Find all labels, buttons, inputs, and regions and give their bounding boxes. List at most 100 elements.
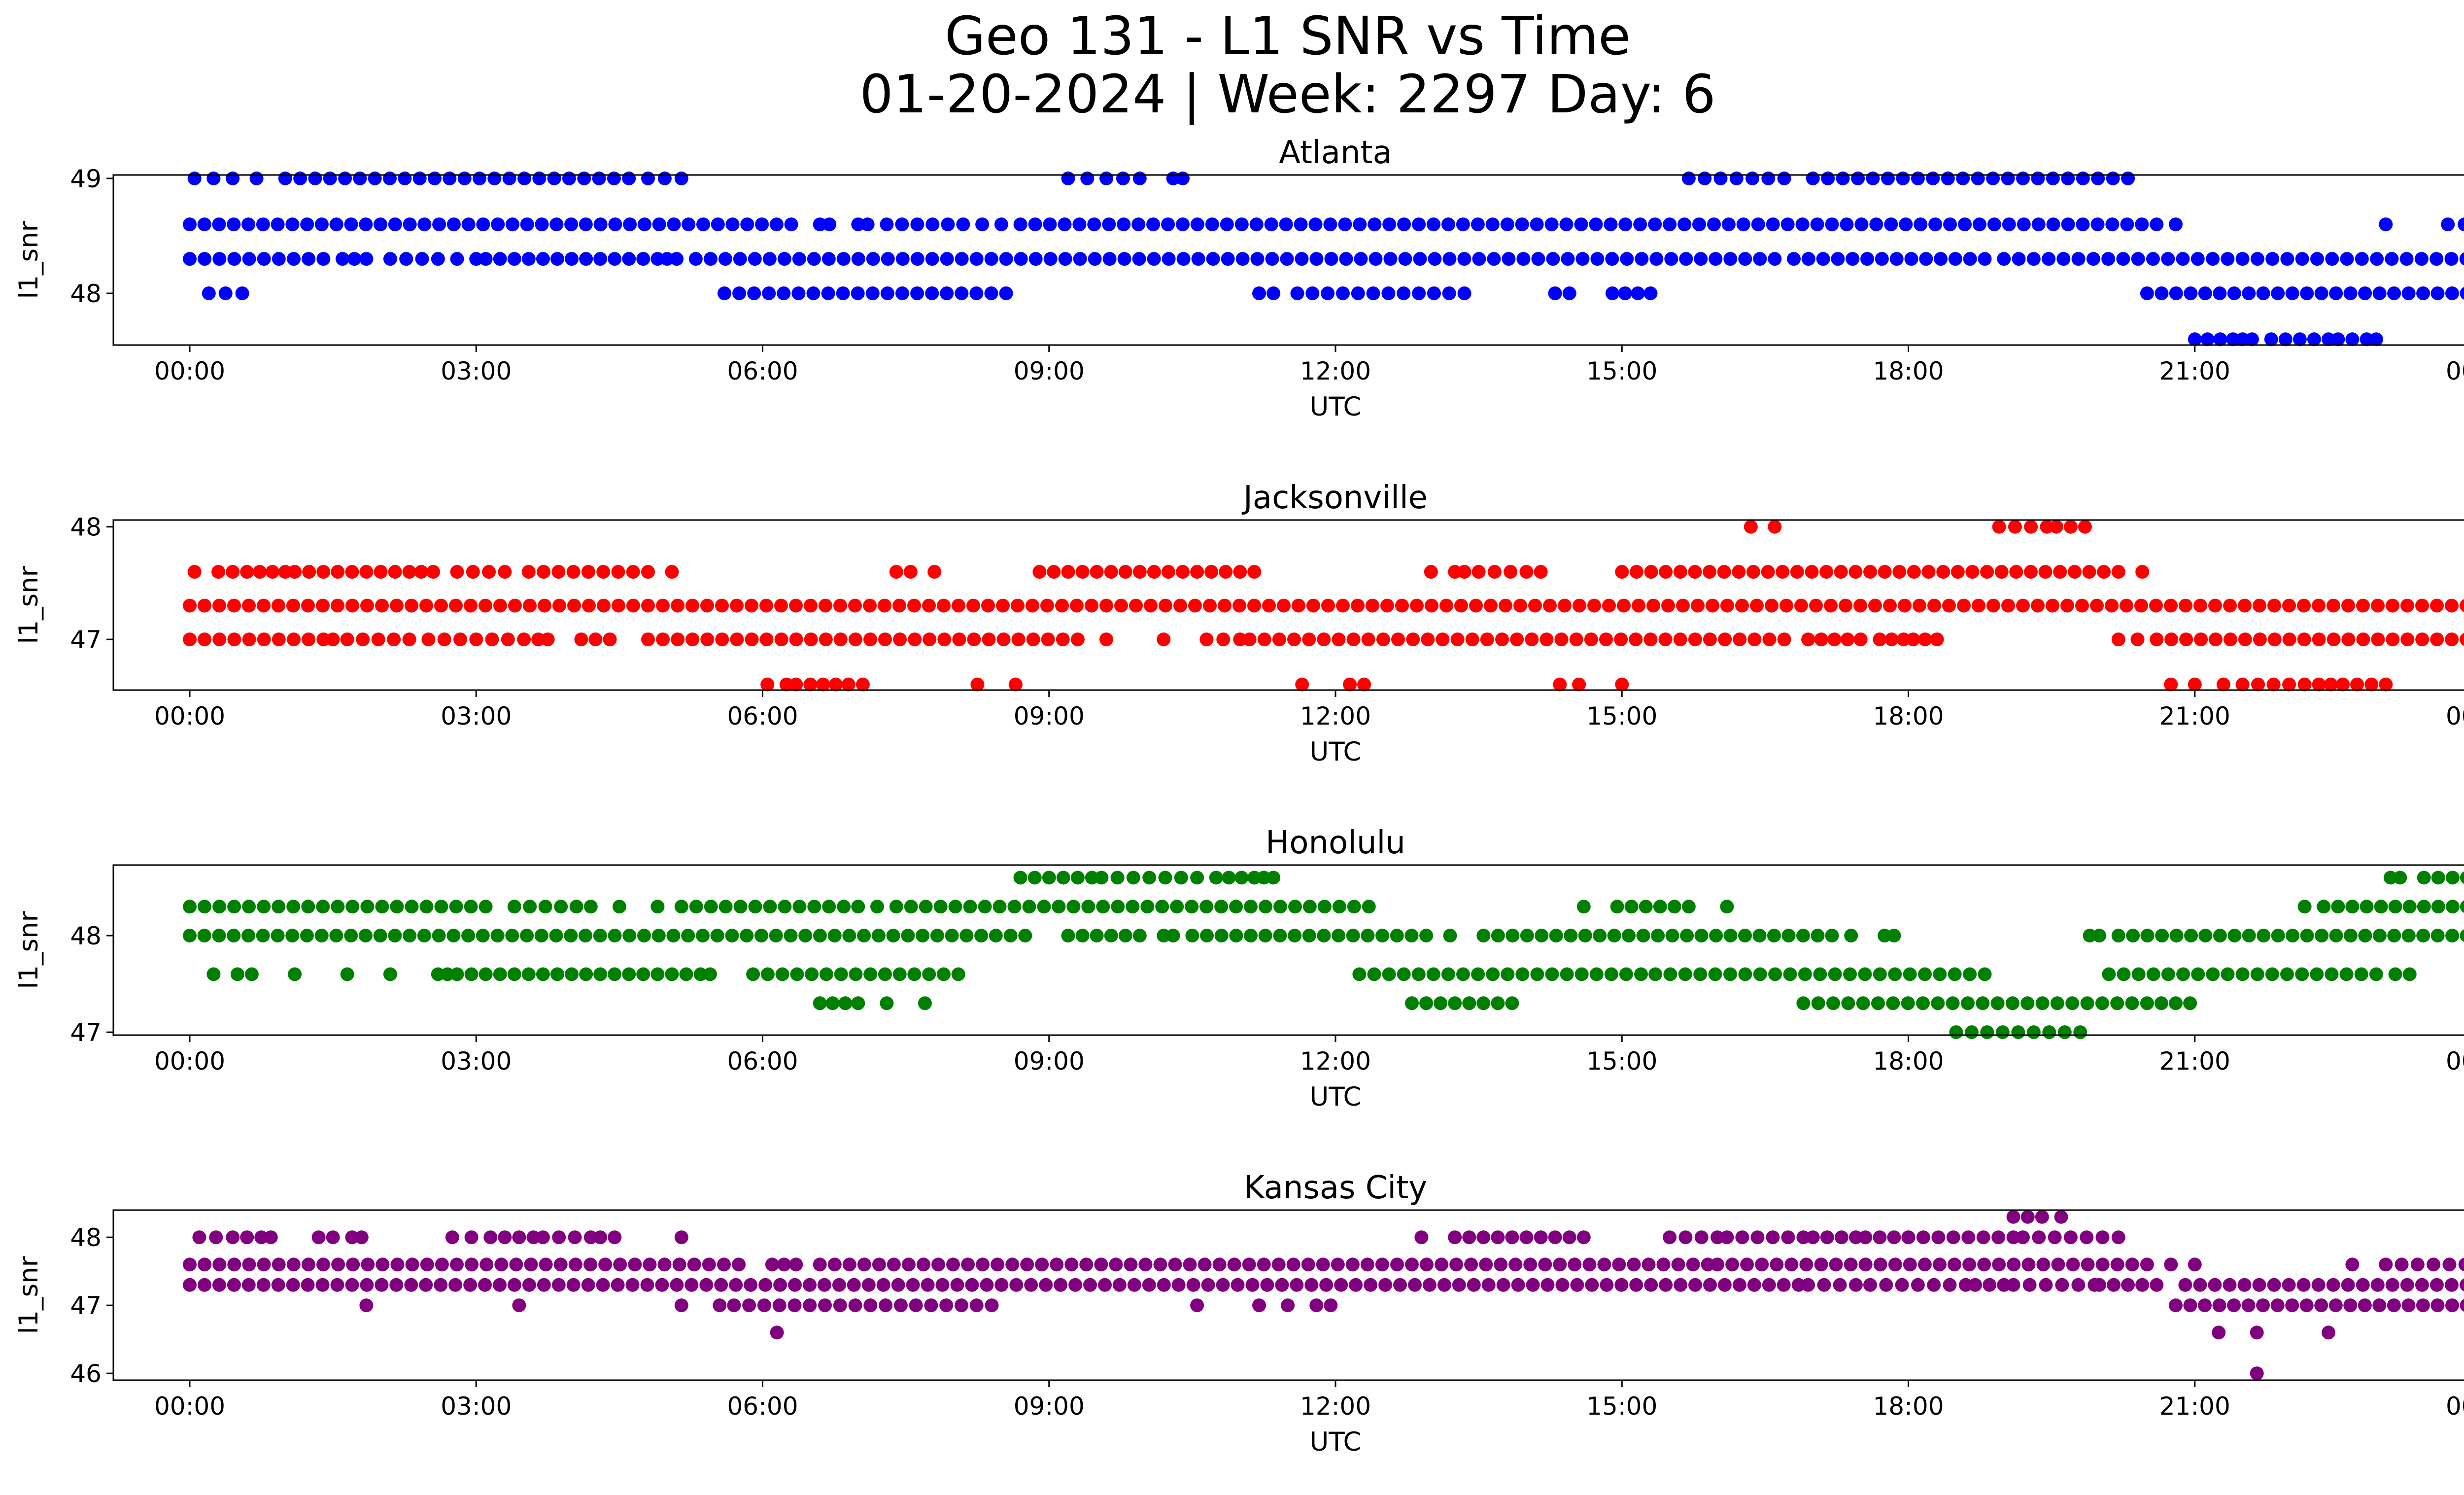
data-point: [2036, 1257, 2051, 1272]
data-point: [552, 598, 566, 613]
data-point: [517, 632, 531, 647]
data-point: [1801, 632, 1815, 647]
data-point: [1357, 677, 1371, 692]
data-point: [598, 1257, 613, 1272]
data-point: [1229, 900, 1243, 914]
data-point: [286, 900, 301, 914]
data-point: [1132, 565, 1147, 579]
data-point: [1589, 967, 1604, 981]
data-point: [747, 286, 761, 301]
data-point: [1216, 1278, 1230, 1292]
data-point: [807, 900, 821, 914]
data-point: [1761, 172, 1776, 185]
data-point: [847, 1278, 861, 1292]
data-point: [314, 217, 329, 232]
data-point: [593, 217, 608, 232]
data-point: [1829, 1257, 1843, 1272]
data-point: [1456, 217, 1470, 232]
data-point: [2295, 252, 2309, 266]
data-point: [2297, 677, 2312, 692]
data-point: [657, 172, 672, 185]
data-point: [2111, 565, 2125, 579]
x-tick-label: 21:00: [2159, 1392, 2230, 1421]
data-point: [1787, 252, 1801, 266]
data-point: [2056, 252, 2071, 266]
data-point: [763, 900, 777, 914]
data-point: [1457, 286, 1472, 301]
data-point: [2282, 598, 2296, 613]
data-point: [2341, 632, 2356, 647]
data-point: [757, 1298, 771, 1313]
data-point: [985, 1298, 999, 1313]
data-point: [611, 1278, 625, 1292]
data-point: [1040, 598, 1054, 613]
data-point: [816, 677, 830, 692]
data-point: [1736, 217, 1750, 232]
data-point: [2117, 967, 2131, 981]
data-point: [1427, 286, 1441, 301]
data-point: [1720, 598, 1734, 613]
data-point: [1928, 217, 1943, 232]
data-point: [1471, 217, 1485, 232]
data-point: [2071, 1278, 2086, 1292]
data-point: [745, 598, 758, 613]
data-point: [745, 632, 759, 647]
data-point: [2169, 929, 2184, 943]
data-point: [952, 632, 966, 647]
data-point: [2095, 1230, 2110, 1245]
x-tick-label: 03:00: [441, 702, 512, 730]
data-point: [1200, 929, 1214, 943]
data-point: [1302, 929, 1316, 943]
data-point: [375, 598, 389, 613]
data-point: [1814, 1257, 1828, 1272]
data-point: [1820, 1230, 1834, 1245]
data-point: [2245, 332, 2259, 347]
data-point: [2178, 1278, 2192, 1292]
x-tick-label: 00:00: [154, 1392, 225, 1421]
data-point: [2285, 1298, 2299, 1313]
data-point: [2001, 172, 2015, 185]
data-point: [1824, 598, 1838, 613]
data-point: [2356, 632, 2370, 647]
data-point: [1222, 870, 1236, 885]
data-point: [1515, 967, 1530, 981]
data-point: [316, 1257, 330, 1272]
data-point: [961, 1257, 975, 1272]
data-point: [1946, 1230, 1960, 1245]
data-point: [2415, 598, 2429, 613]
data-point: [1008, 677, 1023, 692]
data-point: [652, 217, 666, 232]
data-point: [2008, 520, 2022, 534]
data-point: [1627, 1257, 1641, 1272]
data-point: [1332, 900, 1346, 914]
data-point: [1070, 870, 1085, 885]
data-point: [1659, 1278, 1673, 1292]
data-point: [1810, 217, 1824, 232]
data-point: [891, 1278, 905, 1292]
data-point: [1380, 598, 1394, 613]
data-point: [253, 565, 267, 579]
data-point: [1688, 1278, 1702, 1292]
data-point: [2364, 677, 2379, 692]
data-point: [583, 1230, 598, 1245]
data-point: [608, 217, 622, 232]
data-point: [1794, 598, 1808, 613]
data-point: [479, 1257, 494, 1272]
data-point: [2082, 565, 2096, 579]
data-point: [1186, 1278, 1200, 1292]
data-point: [2193, 598, 2207, 613]
data-point: [539, 1257, 553, 1272]
data-point: [2016, 1230, 2030, 1245]
data-point: [2379, 217, 2393, 232]
data-point: [2340, 252, 2354, 266]
data-point: [1618, 286, 1632, 301]
data-point: [842, 1257, 856, 1272]
data-point: [1505, 1230, 1519, 1245]
data-point: [301, 598, 315, 613]
data-point: [805, 967, 819, 981]
data-point: [1639, 900, 1653, 914]
data-point: [748, 252, 762, 266]
data-point: [1997, 252, 2011, 266]
data-point: [2063, 1230, 2078, 1245]
